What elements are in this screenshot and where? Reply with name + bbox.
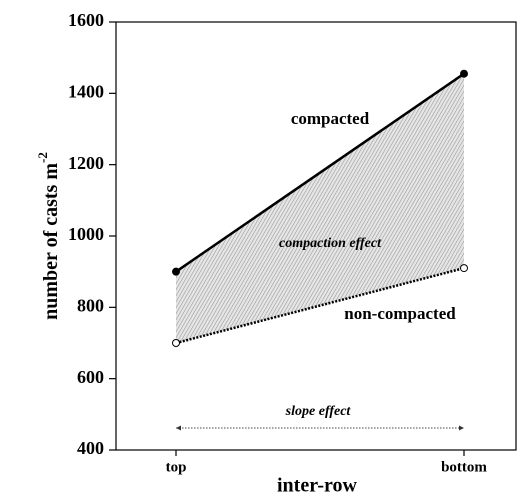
series-line — [175, 266, 465, 345]
x-axis-label: inter-row — [277, 475, 358, 497]
annotation: compaction effect — [279, 236, 382, 251]
y-tick-label: 800 — [77, 295, 104, 315]
y-tick-label: 400 — [77, 438, 104, 458]
series-label: compacted — [291, 109, 370, 128]
series-line — [175, 72, 465, 273]
series-label: non-compacted — [344, 304, 456, 323]
y-axis-label-superscript: -2 — [35, 152, 50, 163]
series-marker — [460, 69, 468, 78]
y-tick-label: 1400 — [68, 81, 104, 101]
y-tick-label: 600 — [77, 367, 104, 387]
x-tick-label: bottom — [441, 459, 487, 475]
y-tick-label: 1600 — [68, 10, 104, 30]
series-marker — [460, 264, 468, 273]
y-tick-label: 1200 — [68, 153, 104, 173]
y-axis-label: number of casts m-2 — [35, 152, 62, 320]
annotation: slope effect — [285, 404, 352, 419]
y-axis-label-text: number of casts m — [40, 163, 62, 320]
series-marker — [172, 339, 180, 347]
x-tick-label: top — [166, 459, 187, 475]
y-tick-label: 1000 — [68, 224, 104, 244]
series-marker — [172, 267, 180, 276]
effect-area — [176, 73, 464, 343]
